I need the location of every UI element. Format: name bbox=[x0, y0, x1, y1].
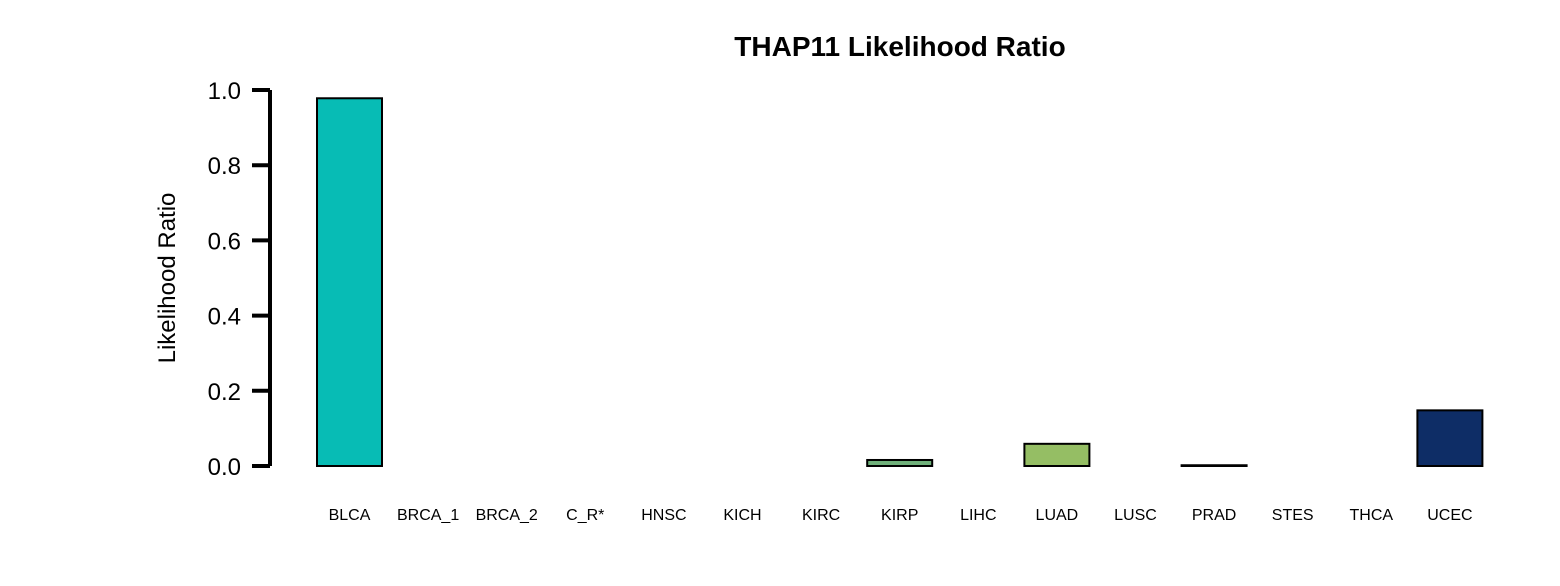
bar-prad bbox=[1180, 464, 1248, 467]
bar-ucec bbox=[1416, 409, 1484, 467]
x-tick-label: KIRC bbox=[802, 507, 840, 524]
y-tick-label: 0.0 bbox=[208, 454, 241, 481]
x-tick-label: LIHC bbox=[960, 507, 996, 524]
x-tick-label: UCEC bbox=[1427, 507, 1472, 524]
bar-blca bbox=[316, 97, 383, 467]
y-axis-ticks: 0.0 0.2 0.4 0.6 0.8 1.0 bbox=[208, 78, 270, 481]
x-tick-label: BLCA bbox=[329, 507, 371, 524]
x-tick-label: BRCA_2 bbox=[476, 507, 538, 524]
bar-luad bbox=[1023, 442, 1091, 468]
x-tick-label: PRAD bbox=[1192, 507, 1236, 524]
chart-title: THAP11 Likelihood Ratio bbox=[734, 31, 1065, 62]
x-tick-label: KIRP bbox=[881, 507, 918, 524]
x-axis-labels: BLCA BRCA_1 BRCA_2 C_R* HNSC KICH KIRC KIRP LIHC… bbox=[329, 507, 1473, 524]
x-tick-label: HNSC bbox=[641, 507, 686, 524]
x-tick-label: LUSC bbox=[1114, 507, 1157, 524]
bars bbox=[316, 97, 1484, 468]
y-tick-label: 0.2 bbox=[208, 379, 241, 406]
x-tick-label: C_R* bbox=[566, 507, 604, 524]
y-tick-label: 0.4 bbox=[208, 304, 241, 331]
x-tick-label: KICH bbox=[723, 507, 761, 524]
x-tick-label: THCA bbox=[1350, 507, 1394, 524]
x-tick-label: BRCA_1 bbox=[397, 507, 459, 524]
x-tick-label: STES bbox=[1272, 507, 1314, 524]
y-tick-label: 0.6 bbox=[208, 228, 241, 255]
y-tick-label: 0.8 bbox=[208, 153, 241, 180]
bar-kirp bbox=[866, 458, 934, 468]
y-axis-title: Likelihood Ratio bbox=[154, 193, 181, 364]
y-tick-label: 1.0 bbox=[208, 78, 241, 105]
x-tick-label: LUAD bbox=[1036, 507, 1079, 524]
